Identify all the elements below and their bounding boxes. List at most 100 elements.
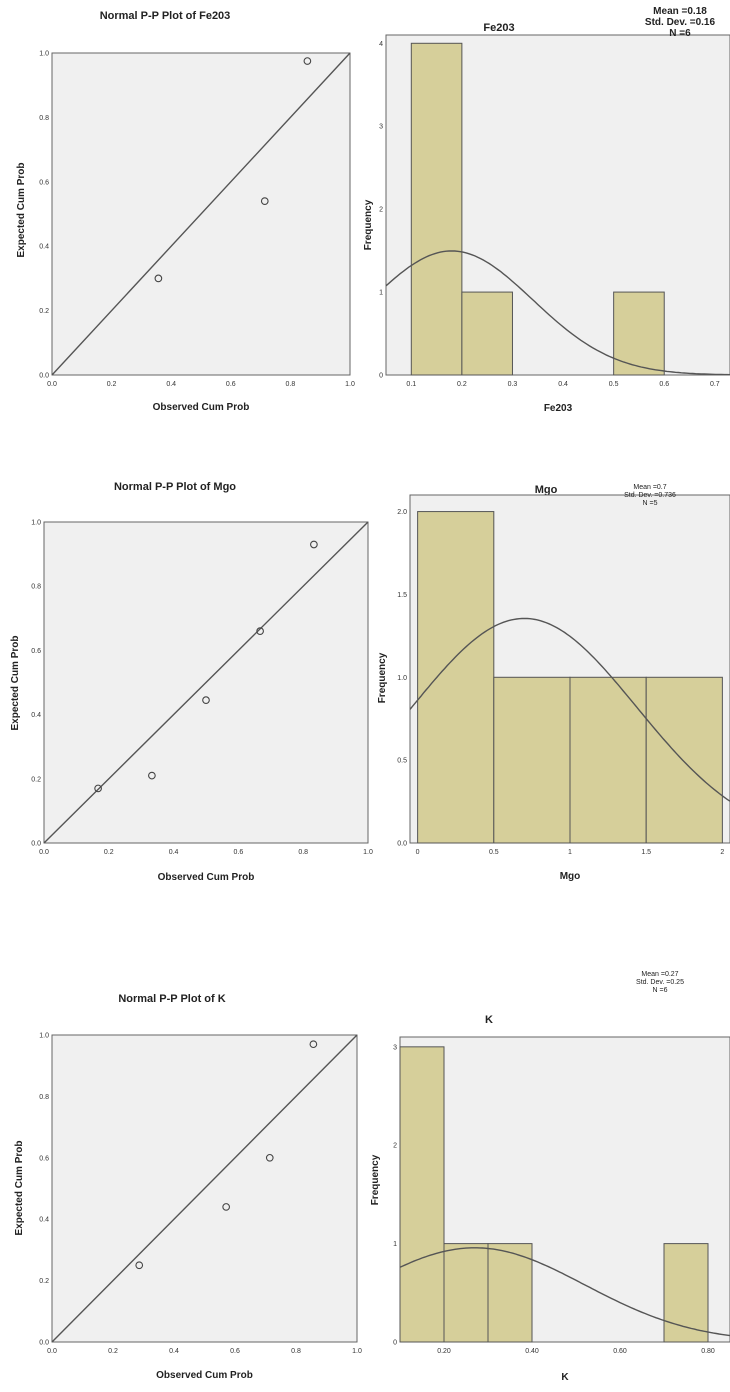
x-tick-label: 0.6 — [230, 1348, 240, 1355]
y-tick-label: 0.6 — [39, 179, 49, 186]
x-tick-label: 0.8 — [291, 1348, 301, 1355]
data-point — [310, 540, 318, 549]
reference-line — [51, 52, 351, 376]
x-tick-label: 0.2 — [107, 381, 117, 388]
histogram-bar — [410, 42, 463, 376]
y-tick-label: 0 — [379, 373, 383, 380]
chart-3: Mgo Mgo Frequency 0.0 0.5 1.0 1.5 2.0 0 0.5 1 1.5 2 M… — [377, 484, 730, 882]
x-tick-label: 0.5 — [489, 849, 499, 856]
x-tick-label: 0.0 — [39, 849, 49, 856]
reference-line — [43, 521, 369, 844]
stats-text: Std. Dev. =0.25 — [636, 979, 684, 986]
y-tick-label: 0.8 — [39, 1094, 49, 1101]
y-tick-label: 1 — [393, 1241, 397, 1248]
normal-curve — [410, 617, 730, 802]
data-point — [309, 1040, 318, 1049]
chart-title: Normal P-P Plot of K — [118, 993, 225, 1005]
x-tick-label: 1 — [568, 849, 572, 856]
y-tick-label: 0.4 — [39, 1217, 49, 1224]
y-tick-label: 0.5 — [397, 758, 407, 765]
y-tick-label: 0.8 — [39, 115, 49, 122]
chart-title: Normal P-P Plot of Fe203 — [100, 10, 231, 22]
x-tick-label: 0.6 — [226, 381, 236, 388]
x-tick-label: 0.3 — [508, 381, 518, 388]
x-tick-label: 1.5 — [641, 849, 651, 856]
y-tick-label: 0.2 — [39, 308, 49, 315]
y-axis-label: Expected Cum Prob — [14, 1140, 25, 1235]
y-tick-label: 0.4 — [31, 712, 41, 719]
y-axis-label: Frequency — [370, 1154, 381, 1205]
histogram-bar — [417, 511, 495, 844]
normal-curve — [400, 1247, 730, 1337]
x-axis-label: Mgo — [560, 871, 581, 882]
histogram-bar — [613, 291, 665, 376]
data-point — [260, 197, 269, 205]
chart-2: Normal P-P Plot of Mgo Observed Cum Prob E… — [10, 481, 373, 883]
y-tick-label: 0.0 — [397, 841, 407, 848]
x-tick-label: 0.80 — [701, 1348, 715, 1355]
y-tick-label: 2.0 — [397, 509, 407, 516]
y-axis-label: Frequency — [363, 199, 374, 250]
histogram-bar — [663, 1243, 709, 1343]
data-point — [135, 1261, 144, 1270]
chart-title: Fe203 — [483, 22, 514, 34]
x-tick-label: 0.5 — [609, 381, 619, 388]
y-axis-label: Expected Cum Prob — [16, 162, 27, 257]
chart-title: K — [485, 1014, 493, 1026]
x-tick-label: 2 — [720, 849, 724, 856]
y-tick-label: 0.0 — [39, 1340, 49, 1347]
x-tick-label: 0.8 — [298, 849, 308, 856]
stats-text: Mean =0.7 — [633, 484, 666, 491]
x-axis-label: Fe203 — [544, 403, 573, 414]
y-tick-label: 2 — [393, 1143, 397, 1150]
x-tick-label: 0.4 — [169, 849, 179, 856]
histogram-bar — [493, 676, 571, 844]
x-tick-label: 0.6 — [234, 849, 244, 856]
y-tick-label: 4 — [379, 41, 383, 48]
x-tick-label: 0.7 — [710, 381, 720, 388]
x-tick-label: 0.60 — [613, 1348, 627, 1355]
x-tick-label: 1.0 — [363, 849, 373, 856]
x-tick-label: 0.2 — [108, 1348, 118, 1355]
histogram-bar — [487, 1243, 533, 1343]
y-tick-label: 2 — [379, 207, 383, 214]
data-point — [256, 627, 264, 635]
data-point — [222, 1203, 231, 1211]
x-tick-label: 1.0 — [352, 1348, 362, 1355]
x-tick-label: 0.6 — [659, 381, 669, 388]
chart-title: Normal P-P Plot of Mgo — [114, 481, 236, 493]
chart-5: K K Frequency 0 1 2 3 0.20 0.40 0.60 0.80 Mean =0.2… — [370, 971, 730, 1383]
data-point — [265, 1153, 274, 1162]
y-tick-label: 1.0 — [39, 1033, 49, 1040]
y-tick-label: 0.8 — [31, 584, 41, 591]
y-tick-label: 0.6 — [39, 1155, 49, 1162]
x-axis-label: Observed Cum Prob — [156, 1370, 253, 1381]
chart-1: Fe203 Fe203 Frequency 0 1 2 3 4 0.1 0.2 0.3 0.4 0.5 0… — [363, 6, 730, 414]
stats-text: Std. Dev. =0.16 — [645, 17, 716, 28]
y-tick-label: 0 — [393, 1340, 397, 1347]
x-axis-label: Observed Cum Prob — [153, 402, 250, 413]
y-tick-label: 0.2 — [31, 776, 41, 783]
y-tick-label: 1.5 — [397, 592, 407, 599]
chart-title: Mgo — [535, 484, 558, 496]
x-axis-label: Observed Cum Prob — [158, 872, 255, 883]
histogram-bar — [645, 676, 723, 844]
x-tick-label: 0.4 — [166, 381, 176, 388]
data-point — [94, 784, 102, 793]
stats-text: N =5 — [643, 500, 658, 507]
data-point — [154, 274, 163, 283]
stats-text: N =6 — [669, 28, 691, 39]
chart-4: Normal P-P Plot of K Observed Cum Prob Exp… — [14, 993, 362, 1381]
y-tick-label: 1.0 — [31, 520, 41, 527]
x-tick-label: 0.0 — [47, 1348, 57, 1355]
y-axis-label: Expected Cum Prob — [10, 635, 21, 730]
y-tick-label: 0.4 — [39, 244, 49, 251]
y-tick-label: 1.0 — [397, 675, 407, 682]
data-point — [303, 57, 312, 65]
x-tick-label: 0.4 — [169, 1348, 179, 1355]
x-tick-label: 0.40 — [525, 1348, 539, 1355]
x-tick-label: 0.4 — [558, 381, 568, 388]
x-axis-label: K — [561, 1372, 569, 1383]
histogram-bar — [443, 1243, 489, 1343]
x-tick-label: 0.1 — [406, 381, 416, 388]
